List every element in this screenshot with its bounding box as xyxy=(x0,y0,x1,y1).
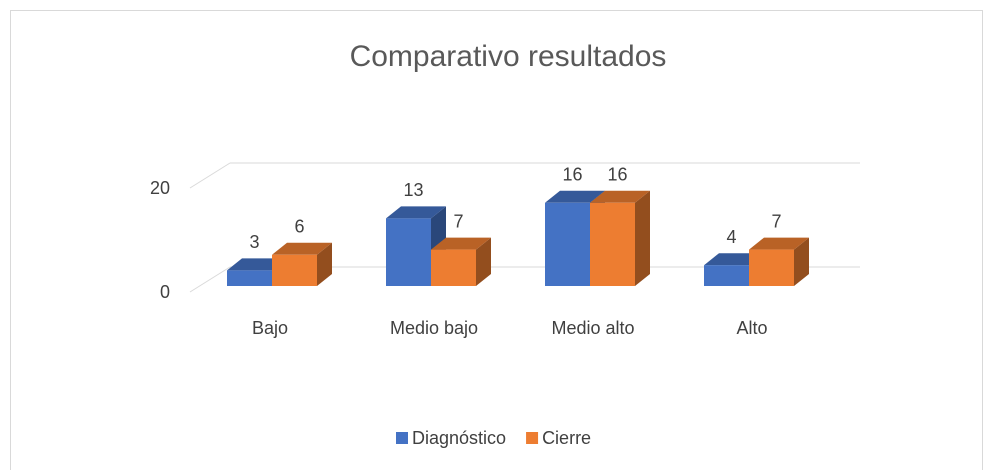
chart-title: Comparativo resultados xyxy=(350,40,667,73)
bar xyxy=(749,249,794,286)
bar xyxy=(431,249,476,286)
legend-label: Cierre xyxy=(542,428,591,448)
legend-swatch xyxy=(526,432,539,444)
data-label: 7 xyxy=(453,211,463,231)
bar-side xyxy=(794,237,809,286)
grid-line xyxy=(189,162,231,189)
x-tick-label: Bajo xyxy=(252,318,288,338)
bar-top xyxy=(749,237,809,250)
legend-label: Diagnóstico xyxy=(412,428,506,448)
bar-top xyxy=(272,242,332,255)
data-label: 16 xyxy=(607,165,627,185)
data-label: 13 xyxy=(403,180,423,200)
data-label: 6 xyxy=(294,217,304,237)
x-tick-label: Alto xyxy=(736,318,767,338)
grid-line xyxy=(189,266,231,293)
x-tick-label: Medio bajo xyxy=(390,318,478,338)
bar-side xyxy=(317,242,332,286)
data-label: 16 xyxy=(562,165,582,185)
bar xyxy=(386,218,431,286)
x-tick-label: Medio alto xyxy=(551,318,634,338)
data-label: 3 xyxy=(249,232,259,252)
bar-top xyxy=(431,237,491,250)
data-label: 7 xyxy=(771,211,781,231)
chart-border xyxy=(10,10,983,470)
legend-swatch xyxy=(396,432,408,444)
bar xyxy=(227,270,272,286)
bar-top xyxy=(386,206,446,219)
bar xyxy=(545,202,590,286)
y-tick-label: 20 xyxy=(150,178,170,198)
bar-top xyxy=(590,190,650,203)
bar-side xyxy=(635,190,650,286)
bar-top xyxy=(545,190,605,203)
y-tick-label: 0 xyxy=(160,282,170,302)
bar xyxy=(590,202,635,286)
bar xyxy=(272,254,317,286)
data-label: 4 xyxy=(726,227,736,247)
bar xyxy=(704,265,749,286)
bar-side xyxy=(476,237,491,286)
